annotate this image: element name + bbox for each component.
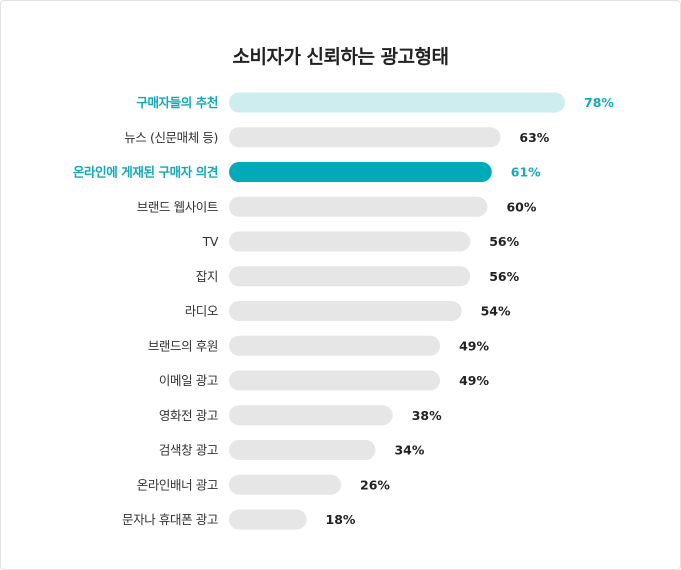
category-label-3: 브랜드 웹사이트 bbox=[137, 199, 218, 214]
bar-11 bbox=[229, 474, 341, 495]
bar-1 bbox=[229, 127, 501, 148]
category-label-5: 잡지 bbox=[196, 269, 218, 284]
value-label-11: 26% bbox=[360, 477, 390, 492]
category-label-2: 온라인에 게재된 구매자 의견 bbox=[73, 165, 218, 180]
value-label-6: 54% bbox=[481, 304, 511, 319]
value-label-7: 49% bbox=[459, 338, 489, 353]
category-label-1: 뉴스 (신문매체 등) bbox=[124, 130, 218, 145]
value-label-0: 78% bbox=[584, 95, 614, 110]
bar-8 bbox=[229, 370, 441, 391]
value-label-5: 56% bbox=[489, 269, 519, 284]
value-label-1: 63% bbox=[519, 130, 549, 145]
value-label-2: 61% bbox=[511, 165, 541, 180]
chart-title: 소비자가 신뢰하는 광고형태 bbox=[232, 46, 450, 68]
bar-0 bbox=[229, 92, 565, 113]
value-label-9: 38% bbox=[412, 408, 442, 423]
category-label-7: 브랜드의 후원 bbox=[148, 338, 218, 353]
bar-4 bbox=[229, 231, 471, 252]
value-label-12: 18% bbox=[326, 512, 356, 527]
category-label-0: 구매자들의 추천 bbox=[136, 95, 218, 110]
category-label-8: 이메일 광고 bbox=[159, 373, 218, 388]
category-label-10: 검색창 광고 bbox=[159, 443, 218, 458]
bar-12 bbox=[229, 509, 307, 530]
category-label-4: TV bbox=[202, 234, 219, 249]
value-label-3: 60% bbox=[506, 199, 536, 214]
bar-3 bbox=[229, 196, 488, 217]
category-label-9: 영화전 광고 bbox=[159, 408, 218, 423]
bar-10 bbox=[229, 440, 376, 460]
value-label-10: 34% bbox=[394, 443, 424, 458]
bar-2 bbox=[229, 162, 492, 182]
value-label-8: 49% bbox=[459, 373, 489, 388]
bar-6 bbox=[229, 301, 462, 321]
value-label-4: 56% bbox=[489, 234, 519, 249]
bar-9 bbox=[229, 405, 393, 426]
bar-7 bbox=[229, 335, 441, 356]
category-label-12: 문자나 휴대폰 광고 bbox=[122, 512, 218, 527]
category-label-11: 온라인배너 광고 bbox=[137, 477, 218, 492]
category-label-6: 라디오 bbox=[185, 304, 218, 319]
bar-5 bbox=[229, 266, 471, 287]
